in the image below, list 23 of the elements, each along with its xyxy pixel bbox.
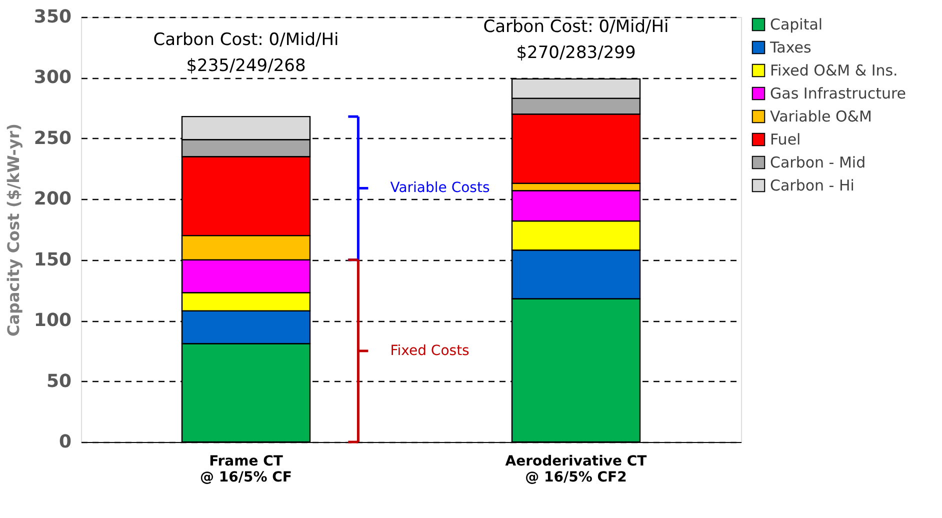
x-tick-label: Frame CT @ 16/5% CF (200, 454, 292, 486)
legend-label: Taxes (769, 38, 812, 56)
annotation: Variable Costs (390, 180, 490, 196)
legend-label: Carbon - Mid (770, 154, 866, 172)
legend-label: Capital (770, 16, 823, 34)
legend-label: Gas Infrastructure (770, 84, 906, 102)
annotation: Carbon Cost: 0/Mid/Hi $235/249/268 (153, 30, 339, 76)
annotation: Fixed Costs (390, 342, 470, 359)
y-tick-label: 350 (34, 6, 72, 28)
x-tick-label: Aeroderivative CT @ 16/5% CF2 (505, 454, 648, 486)
legend-label: Variable O&M (770, 108, 872, 126)
y-tick-label: 150 (34, 249, 72, 270)
legend-label: Fuel (770, 130, 801, 148)
legend-label: Fixed O&M & Ins. (770, 62, 898, 80)
y-axis-title: Capacity Cost ($/kW-yr) (4, 123, 23, 337)
y-tick-label: 0 (58, 432, 72, 452)
y-tick-label: 100 (34, 310, 72, 332)
y-tick-label: 250 (34, 128, 72, 149)
y-tick-label: 200 (34, 188, 72, 210)
y-tick-label: 300 (34, 67, 72, 88)
annotation: Carbon Cost: 0/Mid/Hi $270/283/299 (483, 17, 669, 64)
y-tick-label: 50 (46, 370, 72, 392)
legend-label: Carbon - Hi (770, 176, 854, 194)
